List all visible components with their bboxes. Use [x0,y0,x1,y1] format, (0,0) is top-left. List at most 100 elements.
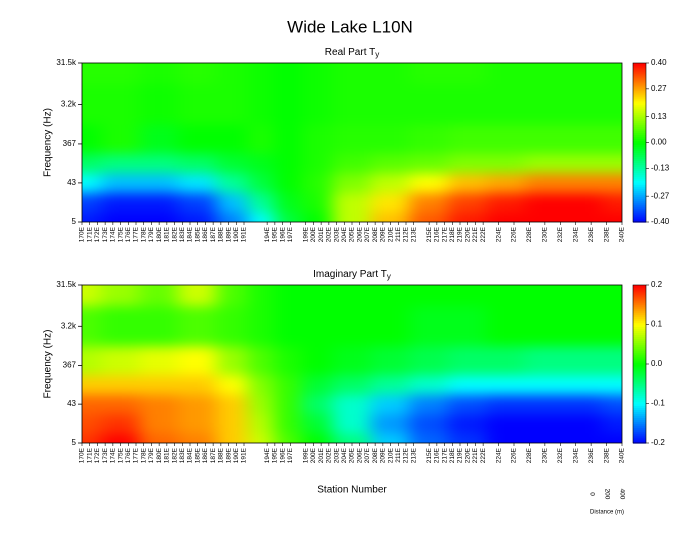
x-tick-label: 200E [310,226,317,242]
field [82,63,622,222]
colorbar-strip [633,285,646,288]
colorbar-strip [633,200,646,203]
colorbar-strip [633,96,646,100]
figure-title: Wide Lake L10N [287,17,413,36]
colorbar-tick-label: 0.1 [651,320,663,329]
heat-cell [409,152,449,174]
x-tick-label: 170E [79,226,86,242]
heat-cell [139,413,179,434]
y-tick-label: 5 [72,438,77,447]
heat-cell [525,413,565,434]
x-tick-label: 189E [225,226,232,242]
heat-cell [247,393,276,415]
heat-cell [332,345,372,376]
heat-cell [216,305,249,347]
colorbar-strip [633,407,646,411]
heat-cell [332,285,372,307]
heat-cell [100,413,141,434]
heat-cell [370,285,411,307]
heat-cell [216,393,249,415]
colorbar-strip [633,429,646,432]
heat-cell [332,393,372,415]
heat-cell [139,172,179,193]
heat-cell [247,285,276,307]
colorbar-strip [633,320,646,324]
heat-cell [563,191,604,213]
colorbar-strip [633,405,646,409]
colorbar-strip [633,208,646,211]
heat-cell [177,83,218,125]
colorbar-strip [633,379,646,383]
x-tick-label: 236E [588,447,595,463]
heat-cell [332,152,372,174]
colorbar-strip [633,180,646,183]
x-tick-label: 176E [125,447,132,463]
heat-cell [82,152,102,174]
x-tick-label: 221E [472,447,479,463]
heat-cell [139,152,179,174]
x-tick-label: 232E [557,226,564,242]
colorbar-strip [633,162,646,165]
x-tick-label: 213E [410,447,417,463]
heat-cell [486,172,527,193]
colorbar-strip [633,112,646,116]
x-tick-label: 226E [511,447,518,463]
heat-cell [447,211,488,222]
x-tick-label: 213E [410,226,417,242]
x-tick-label: 236E [588,226,595,242]
colorbar-strip [633,104,646,108]
heat-cell [370,393,411,415]
x-axis-label: Station Number [317,485,387,496]
x-tick-label: 234E [572,447,579,463]
heat-cell [274,432,303,443]
colorbar-strip [633,164,646,167]
colorbar-strip [633,399,646,403]
colorbar-strip [633,114,646,118]
colorbar-strip [633,328,646,332]
x-tick-label: 182E [171,447,178,463]
heat-cell [139,432,179,443]
x-tick-label: 190E [233,226,240,242]
x-tick-label: 191E [241,226,248,242]
x-tick-label: 234E [572,226,579,242]
heat-cell [301,172,334,193]
colorbar-tick-label: -0.1 [651,399,665,408]
scale-bar-tick-label: 400 [618,489,625,500]
y-tick-label: 5 [72,217,77,226]
heat-cell [332,123,372,154]
x-tick-label: 216E [434,226,441,242]
x-tick-label: 238E [603,447,610,463]
heat-cell [82,83,102,125]
heat-cell [274,152,303,174]
heat-cell [525,285,565,307]
x-tick-label: 184E [187,447,194,463]
heat-cell [563,432,604,443]
heat-cell [100,123,141,154]
x-tick-label: 173E [102,447,109,463]
panel-title-main: Real Part T [325,47,375,58]
colorbar-strip [633,142,646,146]
colorbar-strip [633,86,646,90]
heat-cell [247,172,276,193]
colorbar-strip [633,218,646,221]
heat-cell [332,83,372,125]
scale-bar-tick-label: 200 [603,489,610,500]
heat-cell [177,432,218,443]
colorbar-strip [633,415,646,418]
heat-cell [139,374,179,395]
colorbar-strip [633,437,646,440]
colorbar-strip [633,348,646,351]
colorbar-strip [633,441,646,444]
heat-cell [525,393,565,415]
heat-cell [525,305,565,347]
heat-cell [447,374,488,395]
colorbar-strip [633,108,646,112]
colorbar-strip [633,94,646,98]
x-tick-label: 205E [349,447,356,463]
x-tick-label: 191E [241,447,248,463]
colorbar-strip [633,132,646,136]
heat-cell [216,285,249,307]
heat-cell [82,123,102,154]
heat-cell [486,63,527,85]
x-tick-label: 217E [441,447,448,463]
